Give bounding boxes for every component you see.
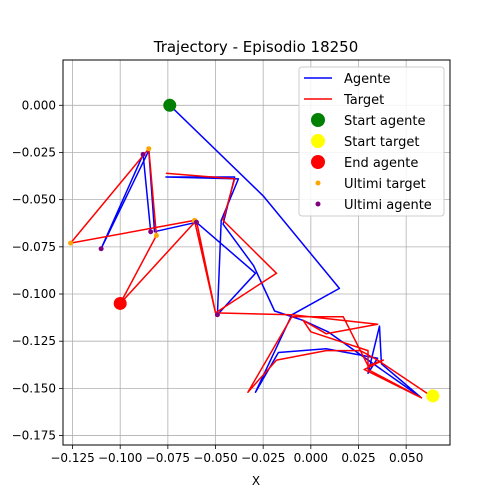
tick-layer: −0.125 −0.100 −0.075 −0.050 −0.025 0.000 0.025… — [12, 98, 424, 465]
legend-swatch-ultimi-target — [315, 180, 321, 186]
y-tick-label: 0.000 — [22, 98, 56, 112]
legend: Agente Target Start agente Start target End … — [298, 66, 445, 217]
y-tick-label: −0.100 — [12, 287, 56, 301]
legend-swatch-start-target — [311, 134, 325, 148]
legend-label-end-agente: End agente — [344, 156, 418, 171]
y-tick-label: −0.125 — [12, 334, 56, 348]
legend-label-agente: Agente — [344, 72, 390, 87]
legend-swatch-ultimi-agente — [315, 201, 321, 207]
x-tick-label: 0.000 — [294, 451, 328, 465]
scatter-point-ultimi-agente — [98, 246, 104, 252]
legend-label-start-agente: Start agente — [344, 114, 425, 129]
legend-swatch-end-agente — [311, 155, 325, 169]
legend-label-ultimi-target: Ultimi target — [344, 177, 426, 192]
scatter-point-ultimi-agente — [193, 219, 199, 225]
legend-swatch-start-agente — [311, 113, 325, 127]
marker-start-target — [426, 389, 440, 403]
scatter-point-ultimi-agente — [140, 151, 146, 157]
legend-box — [298, 66, 445, 217]
legend-label-ultimi-agente: Ultimi agente — [344, 198, 432, 213]
chart-title: Trajectory - Episodio 18250 — [153, 38, 359, 56]
x-axis-label: X — [252, 474, 260, 488]
scatter-point-ultimi-target — [68, 240, 74, 246]
legend-label-target: Target — [343, 93, 384, 108]
scatter-point-ultimi-target — [146, 146, 152, 152]
x-tick-label: −0.075 — [146, 451, 190, 465]
marker-layer — [68, 98, 440, 403]
scatter-point-ultimi-agente — [148, 229, 154, 235]
marker-start-agente — [163, 98, 177, 112]
x-tick-label: −0.025 — [241, 451, 285, 465]
y-tick-label: −0.175 — [12, 429, 56, 443]
x-tick-label: −0.050 — [193, 451, 237, 465]
y-tick-label: −0.075 — [12, 240, 56, 254]
scatter-point-ultimi-agente — [214, 312, 220, 318]
scatter-point-ultimi-target — [153, 233, 159, 239]
x-tick-label: 0.025 — [341, 451, 375, 465]
legend-label-start-target: Start target — [344, 135, 419, 150]
y-tick-label: −0.150 — [12, 381, 56, 395]
plot-frame — [62, 59, 451, 446]
y-tick-label: −0.050 — [12, 193, 56, 207]
x-tick-label: 0.050 — [389, 451, 423, 465]
marker-end-agente — [113, 296, 127, 310]
x-tick-label: −0.100 — [98, 451, 142, 465]
y-tick-label: −0.025 — [12, 145, 56, 159]
x-tick-label: −0.125 — [50, 451, 94, 465]
